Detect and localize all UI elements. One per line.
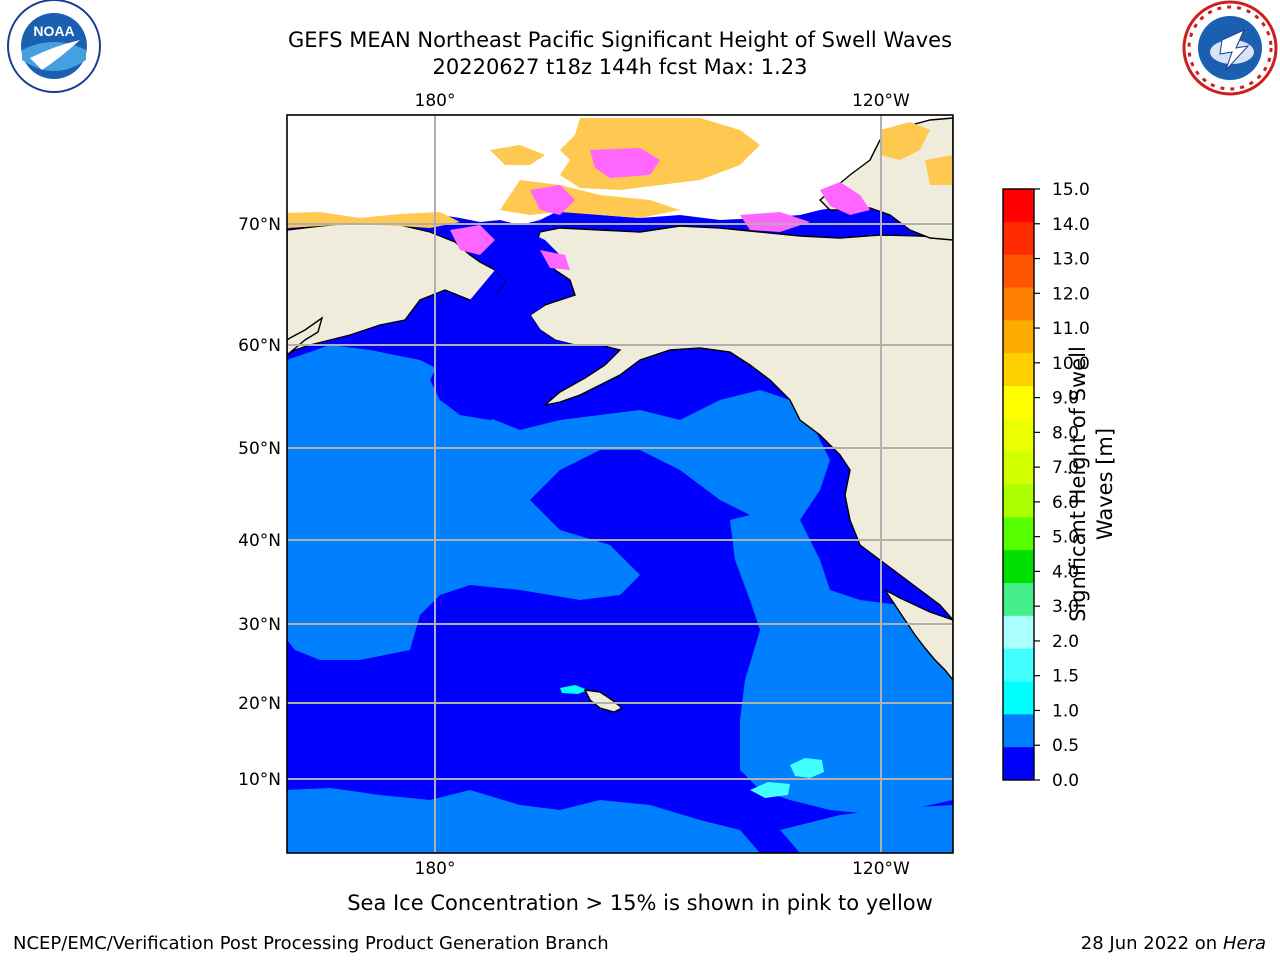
colorbar-title-line1: Significant Height of Swell: [1066, 346, 1090, 622]
colorbar-tick-label: 5.0: [1052, 528, 1079, 548]
colorbar-frame: [1002, 188, 1035, 781]
lat-label: 20°N: [238, 694, 281, 714]
noaa-logo-icon: NOAA: [7, 0, 101, 93]
colorbar-swatch: [1003, 681, 1034, 715]
chart-subtitle: 20220627 t18z 144h fcst Max: 1.23: [432, 55, 808, 79]
colorbar-title-line2: Waves [m]: [1093, 427, 1117, 541]
colorbar-tick-label: 6.0: [1052, 493, 1079, 513]
nws-logo-icon: [1182, 0, 1278, 96]
colorbar-tick-label: 4.0: [1052, 562, 1079, 582]
colorbar-swatch: [1003, 517, 1034, 551]
colorbar-tick-label: 14.0: [1052, 215, 1090, 235]
lon-label-top: 120°W: [852, 91, 910, 111]
lat-label: 30°N: [238, 615, 281, 635]
colorbar-tick-label: 2.0: [1052, 632, 1079, 652]
footer-date-text: 28 Jun 2022 on: [1080, 933, 1218, 954]
colorbar-tick-label: 7.0: [1052, 458, 1079, 478]
lon-label-bottom: 120°W: [852, 859, 910, 879]
lat-label: 40°N: [238, 531, 281, 551]
lat-label: 60°N: [238, 336, 281, 356]
colorbar-swatch: [1003, 386, 1034, 420]
swell-region-0.5-1.0: [287, 140, 953, 853]
lat-label: 50°N: [238, 439, 281, 459]
map-frame: [286, 114, 954, 854]
colorbar-swatch: [1003, 287, 1034, 321]
sea-ice-region: [287, 118, 953, 270]
colorbar-swatch: [1003, 714, 1034, 748]
colorbar-tick-label: 8.0: [1052, 423, 1079, 443]
lon-label-bottom: 180°: [415, 859, 456, 879]
colorbar-tick-label: 3.0: [1052, 597, 1079, 617]
colorbar: 15.0 14.0 13.0 12.0 11.0 10.0 9.0 8.0 7.0 6.0 5.0 4…: [1002, 180, 1090, 791]
colorbar-tick-label: 13.0: [1052, 250, 1090, 270]
colorbar-title: Significant Height of Swell Waves [m]: [1065, 334, 1125, 634]
colorbar-swatch: [1003, 221, 1034, 256]
lat-labels: 70°N 60°N 50°N 40°N 30°N 20°N 10°N: [238, 215, 281, 790]
footer-credit: NCEP/EMC/Verification Post Processing Pr…: [13, 933, 609, 954]
colorbar-tick-label: 1.0: [1052, 701, 1079, 721]
colorbar-swatch: [1003, 189, 1034, 223]
colorbar-tick-label: 9.0: [1052, 389, 1079, 409]
chart-title: GEFS MEAN Northeast Pacific Significant …: [287, 28, 953, 52]
lat-label: 10°N: [238, 770, 281, 790]
colorbar-swatch: [1003, 353, 1034, 387]
lat-label: 70°N: [238, 215, 281, 235]
lon-label-top: 180°: [415, 91, 456, 111]
colorbar-tick-label: 15.0: [1052, 180, 1090, 200]
graticule: [287, 115, 953, 853]
footer-host: Hera: [1222, 933, 1266, 954]
colorbar-swatch: [1003, 254, 1034, 288]
sea-ice-note: Sea Ice Concentration > 15% is shown in …: [347, 891, 933, 915]
colorbar-swatch: [1003, 484, 1034, 518]
colorbar-tick-label: 12.0: [1052, 284, 1090, 304]
footer-date: 28 Jun 2022 on Hera: [1081, 933, 1266, 954]
colorbar-swatch: [1003, 583, 1034, 617]
colorbar-tick-label: 11.0: [1052, 319, 1090, 339]
colorbar-swatch: [1003, 550, 1034, 584]
colorbar-swatch: [1003, 615, 1034, 650]
colorbar-swatch: [1003, 747, 1034, 781]
colorbar-tick-label: 0.0: [1052, 771, 1079, 791]
colorbar-swatch: [1003, 320, 1034, 354]
colorbar-tick-label: 0.5: [1052, 736, 1079, 756]
colorbar-tick-label: 10.0: [1052, 354, 1090, 374]
swell-region-1.0-2.0: [560, 685, 824, 798]
map-plot-area: [287, 115, 953, 853]
colorbar-swatch: [1003, 648, 1034, 682]
noaa-logo-text: NOAA: [33, 23, 74, 39]
lon-labels: 180° 120°W 180° 120°W: [415, 91, 911, 879]
colorbar-swatch: [1003, 451, 1034, 485]
colorbar-swatch: [1003, 418, 1034, 453]
colorbar-tick-label: 1.5: [1052, 667, 1079, 687]
